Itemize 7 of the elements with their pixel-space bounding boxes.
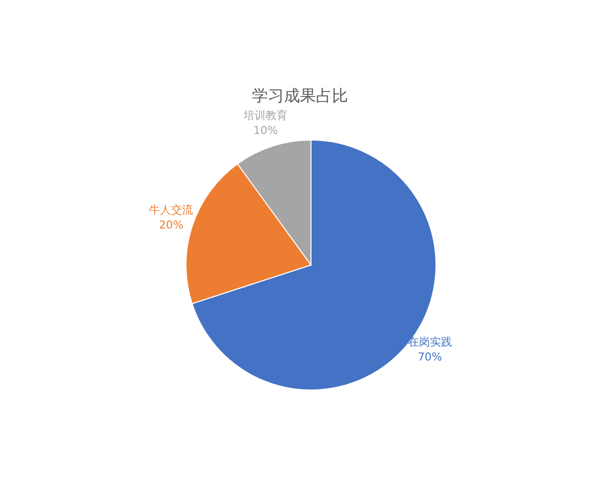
slice-label: 培训教育 xyxy=(242,109,288,122)
data-label: 20% xyxy=(158,218,184,232)
chart-title: 学习成果占比 xyxy=(251,86,349,107)
slice-label: 牛人交流 xyxy=(149,204,194,217)
data-label: 70% xyxy=(418,350,442,364)
slice-label: 在岗实践 xyxy=(408,335,452,348)
data-label: 10% xyxy=(253,124,278,138)
